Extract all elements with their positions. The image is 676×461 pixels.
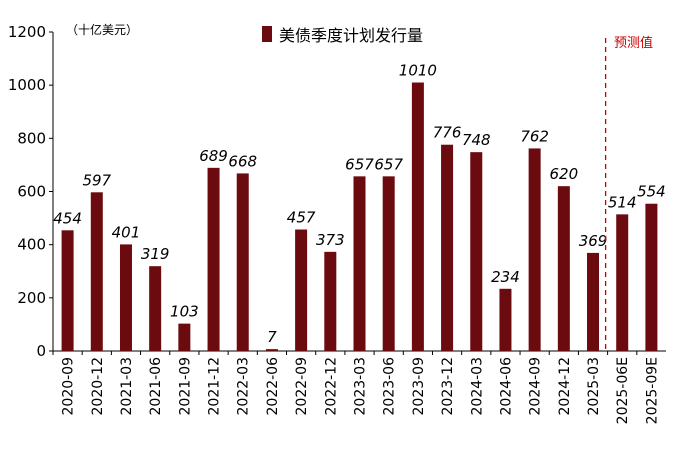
x-tick-label: 2022-09 [294,357,310,416]
legend: 美债季度计划发行量 [262,26,423,45]
data-label: 234 [491,268,520,286]
y-tick-labels: 0 200 400 600 800 1000 1200 [8,23,53,360]
bar [61,230,74,351]
data-label: 776 [433,124,462,142]
x-tick-label: 2020-12 [90,357,106,416]
y-tick-label: 0 [36,342,46,360]
bar [616,214,629,351]
x-tick-label: 2024-09 [528,357,544,416]
data-label: 319 [141,245,170,263]
x-tick-label: 2021-03 [119,357,135,416]
y-tick-label: 800 [17,129,46,147]
x-tick-label: 2025-06E [615,357,631,424]
bar [265,349,278,351]
x-tick-label: 2022-03 [236,357,252,416]
data-label: 7 [267,328,277,346]
y-tick-label: 600 [17,183,46,201]
x-tick-label: 2022-12 [323,357,339,416]
data-label: 620 [550,165,579,183]
data-label: 369 [579,232,608,250]
data-label: 657 [374,155,403,173]
bar [470,152,483,351]
unit-label: （十亿美元） [66,22,138,37]
x-tick-label: 2025-09E [644,357,660,424]
data-label: 597 [82,171,111,189]
data-label: 457 [287,209,316,227]
x-tick-label: 2023-03 [353,357,369,416]
x-tick-label: 2021-06 [148,357,164,416]
bar [382,176,395,351]
data-label: 103 [170,303,199,321]
bar [119,244,132,351]
data-label: 454 [53,209,82,227]
bar [441,144,454,351]
y-tick-label: 200 [17,289,46,307]
x-tick-label: 2025-03 [586,357,602,416]
bar [149,266,162,351]
bar [557,186,570,351]
x-tick-label: 2023-12 [440,357,456,416]
bar [353,176,366,351]
data-label: 554 [637,183,666,201]
data-label: 668 [228,152,257,170]
legend-label: 美债季度计划发行量 [279,26,423,45]
bar [528,148,541,351]
data-label: 762 [520,127,549,145]
x-tick-label: 2022-06 [265,357,281,416]
x-tick-label: 2021-12 [207,357,223,416]
bar [645,203,658,351]
bar [587,252,600,351]
data-label: 748 [462,131,491,149]
data-label: 1010 [399,62,437,80]
bar [295,229,308,351]
x-tick-labels: 2020-09 2020-12 2021-03 2021-06 2021-09 2021-… [52,351,660,424]
bar [90,192,103,351]
y-tick-label: 1000 [8,76,46,94]
legend-swatch [262,26,272,42]
x-tick-label: 2023-09 [411,357,427,416]
bar [411,82,424,351]
data-label: 373 [316,231,345,249]
bars [61,82,658,351]
x-tick-label: 2020-09 [61,357,77,416]
data-label: 401 [112,223,141,241]
data-label: 514 [608,193,637,211]
x-tick-label: 2024-06 [498,357,514,416]
bar [178,323,191,351]
data-label: 689 [199,147,228,165]
forecast-label: 预测值 [614,35,653,51]
y-tick-label: 400 [17,236,46,254]
y-tick-label: 1200 [8,23,46,41]
bar [324,251,337,351]
bar [499,288,512,351]
data-label: 657 [345,155,374,173]
x-tick-label: 2021-09 [177,357,193,416]
bar [236,173,249,351]
forecast-marker: 预测值 [604,35,653,351]
x-tick-label: 2023-06 [382,357,398,416]
bar [207,167,220,351]
x-tick-label: 2024-12 [557,357,573,416]
x-tick-label: 2024-03 [469,357,485,416]
